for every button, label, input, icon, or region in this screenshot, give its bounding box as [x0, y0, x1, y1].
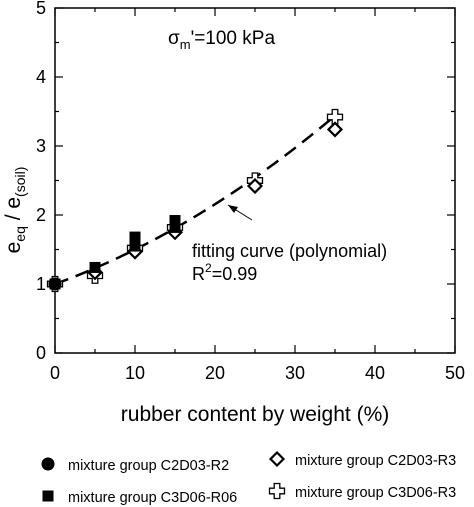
data-point: [246, 177, 264, 195]
x-tick-label: 40: [365, 363, 385, 383]
x-tick-label: 50: [445, 363, 465, 383]
legend-item: mixture group C3D06-R3: [268, 482, 456, 501]
x-tick-label: 10: [125, 363, 145, 383]
fit-annotation-r2: R2=0.99: [192, 261, 257, 284]
legend-label: mixture group C3D06-R3: [295, 485, 456, 501]
y-tick-label: 2: [36, 205, 46, 225]
y-tick-labels: 0 1 2 3 4 5: [36, 0, 46, 363]
x-tick-label: 0: [50, 363, 60, 383]
data-point: [169, 215, 181, 227]
x-axis-label: rubber content by weight (%): [121, 403, 389, 426]
legend-label: mixture group C2D03-R2: [68, 458, 229, 474]
data-point: [129, 240, 141, 252]
legend-marker: [42, 490, 54, 502]
annotation-arrow-head: [228, 205, 238, 213]
legend-item: mixture group C2D03-R2: [41, 457, 229, 474]
data-point: [326, 121, 344, 138]
legend: mixture group C2D03-R2 mixture group C2D0…: [41, 450, 456, 506]
data-point: [169, 221, 181, 233]
legend-label: mixture group C3D06-R06: [68, 490, 237, 506]
y-tick-label: 4: [36, 67, 46, 87]
legend-item: mixture group C3D06-R06: [42, 490, 237, 506]
data-point: [48, 277, 62, 291]
fit-curve: [54, 114, 336, 286]
legend-label: mixture group C2D03-R3: [295, 453, 456, 469]
legend-marker: [268, 450, 286, 468]
y-tick-label: 0: [36, 343, 46, 363]
data-markers: [46, 108, 344, 293]
x-tick-labels: 0 10 20 30 40 50: [50, 363, 465, 383]
y-axis-label: eeq / e(soil): [2, 167, 28, 254]
legend-marker: [41, 457, 55, 471]
x-tick-label: 30: [285, 363, 305, 383]
x-tick-label: 20: [205, 363, 225, 383]
data-point: [129, 231, 141, 243]
fit-annotation-label: fitting curve (polynomial): [192, 241, 387, 261]
y-tick-label: 3: [36, 136, 46, 156]
data-point: [89, 261, 101, 273]
y-tick-label: 5: [36, 0, 46, 18]
axis-ticks: [54, 7, 456, 354]
legend-marker: [268, 482, 286, 500]
chart-annotation-title: σm'=100 kPa: [168, 28, 275, 52]
y-tick-label: 1: [36, 274, 46, 294]
legend-item: mixture group C2D03-R3: [268, 450, 456, 469]
